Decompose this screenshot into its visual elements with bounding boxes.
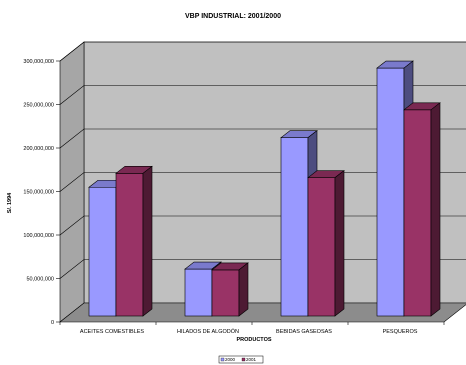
- gridline: [59, 128, 466, 149]
- bar-side: [334, 170, 345, 317]
- x-axis-title: PRODUCTOS: [236, 337, 271, 343]
- legend: 2000 2001: [218, 355, 264, 364]
- floor: [59, 302, 466, 323]
- bar-front: [403, 109, 432, 317]
- legend-swatch: [241, 357, 246, 362]
- bar-group: [88, 60, 441, 317]
- y-tick-label: 150,000,000: [23, 190, 54, 196]
- y-tick-label: 300,000,000: [23, 59, 54, 65]
- x-tick-label: BEBIDAS GASEOSAS: [276, 329, 332, 335]
- bar-front: [88, 186, 117, 317]
- y-axis-title: S/. 1994: [7, 192, 13, 213]
- y-tick-label: 200,000,000: [23, 146, 54, 152]
- bar-front: [280, 137, 309, 317]
- legend-label: 2000: [225, 357, 236, 362]
- bar-front: [307, 177, 336, 317]
- chart-title: VBP INDUSTRIAL: 2001/2000: [185, 13, 281, 20]
- gridline: [59, 85, 466, 105]
- axes: 0 50,000,000 100,000,000 150,000,000 200,000…: [23, 59, 445, 335]
- bar-front: [184, 268, 213, 317]
- x-tick-label: ACEITES COMESTIBLES: [80, 329, 145, 335]
- bar-front: [376, 67, 405, 317]
- bar-front: [115, 173, 144, 317]
- bar: [211, 262, 249, 317]
- legend-box: [218, 355, 264, 364]
- bar-front: [211, 269, 240, 317]
- bar: [115, 165, 153, 317]
- y-tick-label: 50,000,000: [26, 277, 54, 283]
- y-tick-label: 100,000,000: [23, 233, 54, 239]
- y-tick-label: 0: [51, 320, 54, 326]
- bar: [307, 170, 345, 317]
- legend-label: 2001: [246, 357, 257, 362]
- gridline: [59, 41, 466, 62]
- bar-side: [142, 165, 153, 317]
- x-tick-label: PESQUEROS: [383, 329, 418, 335]
- bar: [403, 102, 441, 317]
- bar-side: [430, 102, 441, 317]
- legend-swatch: [220, 357, 225, 362]
- x-tick-label: HILADOS DE ALGODÓN: [177, 328, 239, 335]
- bar-side: [238, 262, 249, 317]
- y-tick-label: 250,000,000: [23, 103, 54, 109]
